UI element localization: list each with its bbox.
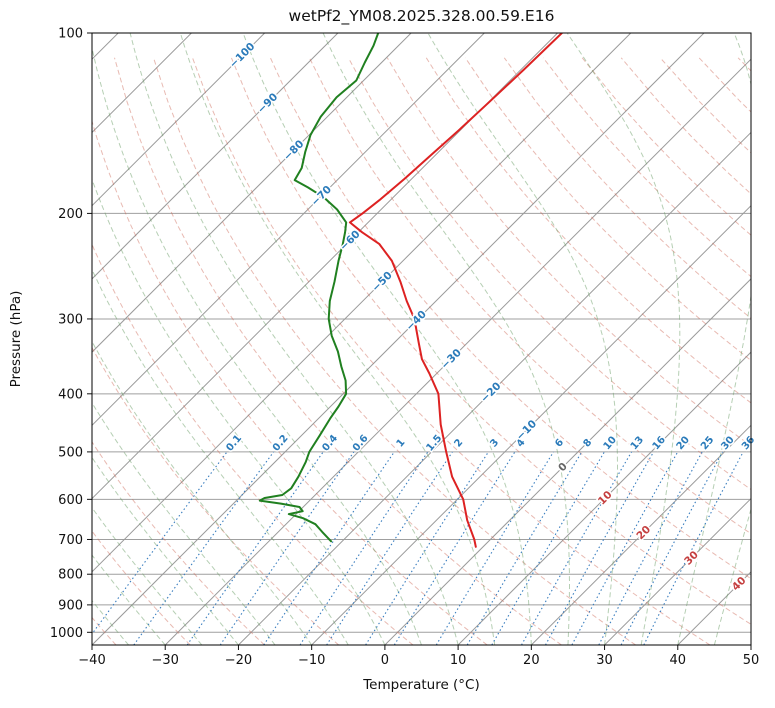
y-tick-label: 600 xyxy=(58,493,83,508)
plot-border xyxy=(91,32,752,646)
x-axis-ticks: −40 −30 −20 −10 0 10 20 30 40 50 xyxy=(78,645,759,668)
svg-text:13: 13 xyxy=(629,434,646,452)
svg-text:0.2: 0.2 xyxy=(271,433,291,454)
x-tick-label: 30 xyxy=(596,653,613,668)
dewpoint-curve xyxy=(258,33,380,543)
y-tick-label: 500 xyxy=(58,445,83,460)
x-tick-label: 20 xyxy=(523,653,540,668)
svg-text:−100: −100 xyxy=(227,40,257,70)
chart-title: wetPf2_YM08.2025.328.00.59.E16 xyxy=(288,7,555,25)
x-tick-label: 10 xyxy=(450,653,467,668)
svg-text:1: 1 xyxy=(395,437,408,449)
y-tick-label: 1000 xyxy=(50,626,83,641)
svg-text:25: 25 xyxy=(699,434,716,452)
mixing-ratio-labels: 0.1 0.2 0.4 0.6 1 1.5 2 3 4 6 8 10 13 16 20 25 30 36 xyxy=(223,431,759,455)
svg-text:20: 20 xyxy=(675,434,692,452)
y-tick-label: 400 xyxy=(58,387,83,402)
y-tick-label: 200 xyxy=(58,207,83,222)
x-tick-label: 50 xyxy=(743,653,760,668)
svg-text:6: 6 xyxy=(553,437,566,449)
y-tick-label: 900 xyxy=(58,598,83,613)
x-tick-label: −20 xyxy=(225,653,252,668)
x-tick-label: 0 xyxy=(381,653,389,668)
y-tick-label: 300 xyxy=(58,312,83,327)
x-tick-label: 40 xyxy=(670,653,687,668)
mixing-ratio-lines xyxy=(92,451,744,645)
x-tick-label: −10 xyxy=(298,653,325,668)
x-axis-label: Temperature (°C) xyxy=(363,677,480,693)
x-tick-label: −40 xyxy=(78,653,105,668)
pressure-gridlines xyxy=(92,33,751,633)
temperature-curve xyxy=(348,33,563,548)
dry-adiabat-lines xyxy=(92,57,751,645)
y-tick-label: 100 xyxy=(58,27,83,42)
x-tick-label: −30 xyxy=(152,653,179,668)
svg-text:36: 36 xyxy=(740,434,757,452)
svg-text:8: 8 xyxy=(581,437,594,449)
svg-text:0.6: 0.6 xyxy=(351,433,371,454)
svg-text:1.5: 1.5 xyxy=(425,433,445,454)
y-tick-label: 800 xyxy=(58,568,83,583)
y-tick-label: 700 xyxy=(58,533,83,548)
isotherm-lines xyxy=(92,33,751,645)
y-axis-ticks: 100 200 300 400 500 600 700 800 900 1000 xyxy=(50,27,92,641)
moist-adiabat-lines xyxy=(92,33,751,645)
